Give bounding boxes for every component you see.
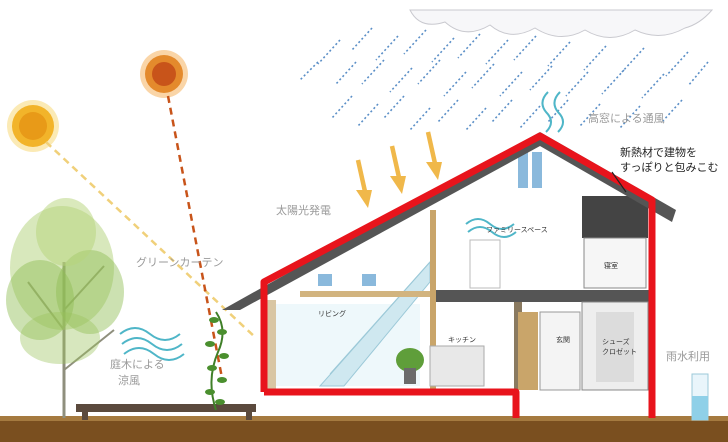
tree-icon xyxy=(6,198,124,418)
entrance-label: 玄関 xyxy=(556,336,570,344)
wind-icon xyxy=(465,218,517,238)
cloud-icon xyxy=(409,9,714,38)
sunlight-arrow-icon xyxy=(355,131,442,208)
entrance-wall xyxy=(539,311,581,391)
wind-icon xyxy=(119,327,185,361)
kitchen-counter xyxy=(429,345,485,387)
wind-icon xyxy=(541,91,564,133)
insulation-envelope xyxy=(260,132,656,418)
family-space-label: ファミリースペース xyxy=(486,226,548,234)
ventilation-label: 高窓による通風 xyxy=(588,112,665,125)
high-window xyxy=(518,152,528,188)
sun-icon xyxy=(140,50,188,98)
sun-icon xyxy=(7,100,59,152)
rain-icon xyxy=(299,27,709,131)
rainwater-label: 雨水利用 xyxy=(666,350,710,363)
rain-tank-icon xyxy=(691,373,709,421)
green-curtain-vine xyxy=(205,311,229,411)
green-curtain-label: グリーンカーテン xyxy=(136,256,224,269)
living-label: リビング xyxy=(318,310,346,318)
attic-dark xyxy=(582,196,648,238)
ground xyxy=(0,420,728,442)
bedroom xyxy=(583,237,647,289)
garden-tree-label-line2: 涼風 xyxy=(118,374,140,387)
wood-deck xyxy=(76,404,256,412)
kitchen-label: キッチン xyxy=(448,336,476,344)
shoes-closet-label-line1: シューズ xyxy=(602,338,630,346)
callout-line xyxy=(611,171,627,193)
wood-post xyxy=(430,210,436,390)
solar-power-label: 太陽光発電 xyxy=(276,204,331,217)
garden-tree-label-line1: 庭木による xyxy=(110,358,165,371)
entrance-door xyxy=(518,312,538,390)
insulation-label-line1: 新熱材で建物を xyxy=(620,146,697,159)
high-window xyxy=(532,152,542,188)
shoes-closet-label-line2: クロゼット xyxy=(602,348,637,356)
potted-plant-icon xyxy=(396,348,424,384)
loft-ladder xyxy=(469,239,501,289)
second-floor-slab xyxy=(432,290,652,302)
bedroom-label: 寝室 xyxy=(604,262,618,270)
insulation-label-line2: すっぽりと包みこむ xyxy=(620,161,719,174)
